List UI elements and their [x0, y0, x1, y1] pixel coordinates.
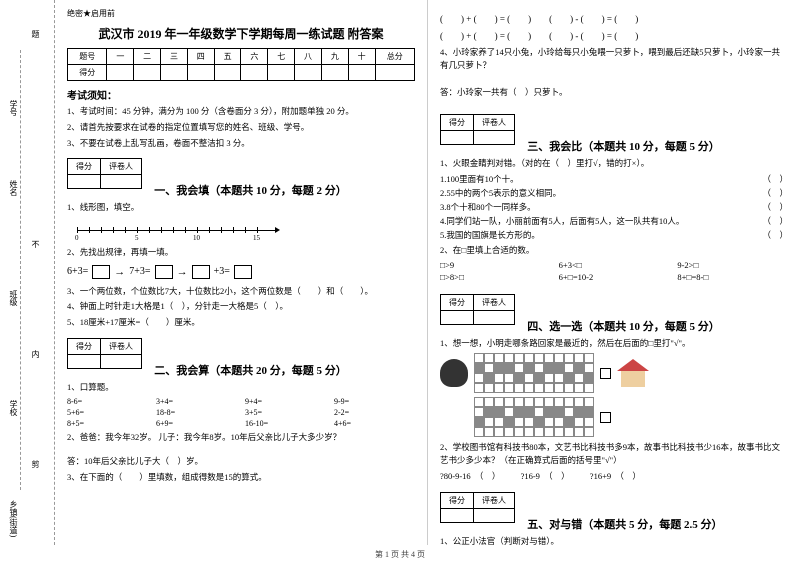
q2-4: 4、小玲家养了14只小兔，小玲给每只小兔喂一只萝卜，喂到最后还缺5只萝卜，小玲家…	[440, 46, 788, 72]
judge-item: 4.同学们站一队，小丽前面有5人，后面有5人，这一队共有10人。（ ）	[440, 215, 788, 227]
q2-4-answer: 答：小玲家一共有（ ）只萝卜。	[440, 86, 788, 99]
checkbox[interactable]	[600, 368, 611, 379]
binding-label: 内	[30, 350, 41, 358]
flow-chart: 6+3=→ 7+3=→ +3=	[67, 265, 415, 279]
score-table: 题号一二三四五六七八九十总分 得分	[67, 48, 415, 81]
section-2-title: 二、我会算（本题共 20 分，每题 5 分）	[154, 362, 347, 378]
dog-icon	[440, 359, 468, 387]
fill-equation: ( ) + ( ) = ( ) ( ) - ( ) = ( )	[440, 29, 788, 42]
number-line: 0 5 10 15	[67, 220, 415, 240]
q5-1: 1、公正小法官（判断对与错）。	[440, 535, 788, 548]
confidential-label: 绝密★启用前	[67, 8, 415, 19]
judge-item: 3.8个十和80个一同样多。（ ）	[440, 201, 788, 213]
binding-label: 姓名	[8, 180, 19, 196]
fill-equation: ( ) + ( ) = ( ) ( ) - ( ) = ( )	[440, 12, 788, 25]
section-5-title: 五、对与错（本题共 5 分，每题 2.5 分）	[527, 516, 722, 532]
binding-label: 班级	[8, 290, 19, 306]
q2-2: 2、爸爸：我今年32岁。 儿子：我今年8岁。10年后父亲比儿子大多少岁？	[67, 431, 415, 444]
q3-2: 2、在□里填上合适的数。	[440, 244, 788, 257]
q1-4: 4、钟面上时针走1大格是1（ ），分针走一大格是5（ ）。	[67, 300, 415, 313]
q2-2-answer: 答：10年后父亲比儿子大（ ）岁。	[67, 455, 415, 468]
judge-item: 5.我国的国旗是长方形的。（ ）	[440, 229, 788, 241]
notice-item: 3、不要在试卷上乱写乱画，卷面不整洁扣 3 分。	[67, 137, 415, 150]
binding-label: 学校	[8, 400, 19, 416]
checkbox[interactable]	[600, 412, 611, 423]
maze-grid	[474, 353, 594, 393]
q2-1: 1、口算题。	[67, 381, 415, 394]
score-box: 得分评卷人	[67, 158, 142, 189]
q4-1: 1、想一想，小明走哪条路回家是最近的，然后在后面的□里打"√"。	[440, 337, 788, 350]
q1-2: 2、先找出规律，再填一填。	[67, 246, 415, 259]
house-icon	[617, 359, 649, 387]
section-1-title: 一、我会填（本题共 10 分，每题 2 分）	[154, 182, 347, 198]
maze-grid	[474, 397, 594, 437]
q3-1: 1、火眼金睛判对错。（对的在（ ）里打√，错的打×）。	[440, 157, 788, 170]
score-box: 得分评卷人	[440, 492, 515, 523]
q1-1: 1、线形图，填空。	[67, 201, 415, 214]
section-4-title: 四、选一选（本题共 10 分，每题 5 分）	[527, 318, 720, 334]
q1-5: 5、18厘米+17厘米=（ ）厘米。	[67, 316, 415, 329]
score-box: 得分评卷人	[67, 338, 142, 369]
binding-label: 不	[30, 240, 41, 248]
notice-item: 2、请首先按要求在试卷的指定位置填写您的姓名、班级、学号。	[67, 121, 415, 134]
compare-grid: □>96+3<□9-2>□ □>8>□6+□=10-28+□=8-□	[440, 260, 788, 282]
notice-title: 考试须知：	[67, 87, 415, 102]
binding-label: 乡镇(街道)	[8, 500, 19, 537]
judge-item: 2.55中的两个5表示的意义相同。（ ）	[440, 187, 788, 199]
page-footer: 第 1 页 共 4 页	[0, 545, 800, 564]
exam-title: 武汉市 2019 年一年级数学下学期每周一练试题 附答案	[67, 25, 415, 42]
q1-3: 3、一个两位数，个位数比7大，十位数比2小，这个两位数是（ ）和（ ）。	[67, 285, 415, 298]
q4-2: 2、学校图书馆有科技书80本，文艺书比科技书多9本，故事书比科技书少16本，故事…	[440, 441, 788, 467]
score-box: 得分评卷人	[440, 114, 515, 145]
maze-row	[440, 397, 788, 437]
section-3-title: 三、我会比（本题共 10 分，每题 5 分）	[527, 138, 720, 154]
judge-item: 1.100里面有10个十。（ ）	[440, 173, 788, 185]
binding-label: 题	[30, 30, 41, 38]
score-box: 得分评卷人	[440, 294, 515, 325]
notice-item: 1、考试时间：45 分钟，满分为 100 分（含卷面分 3 分），附加题单独 2…	[67, 105, 415, 118]
q2-3: 3、在下面的（ ）里填数，组成得数是15的算式。	[67, 471, 415, 484]
maze-row	[440, 353, 788, 393]
binding-label: 剪	[30, 460, 41, 468]
calc-grid: 8-6=3+4=9+4=9-9= 5+6=18-8=3+5=2-2= 8+5=6…	[67, 397, 415, 428]
binding-label: 学号	[8, 100, 19, 116]
binding-line	[20, 50, 21, 490]
q4-2-options: ?80-9-16 （ ） ?16-9 （ ） ?16+9 （ ）	[440, 470, 788, 483]
